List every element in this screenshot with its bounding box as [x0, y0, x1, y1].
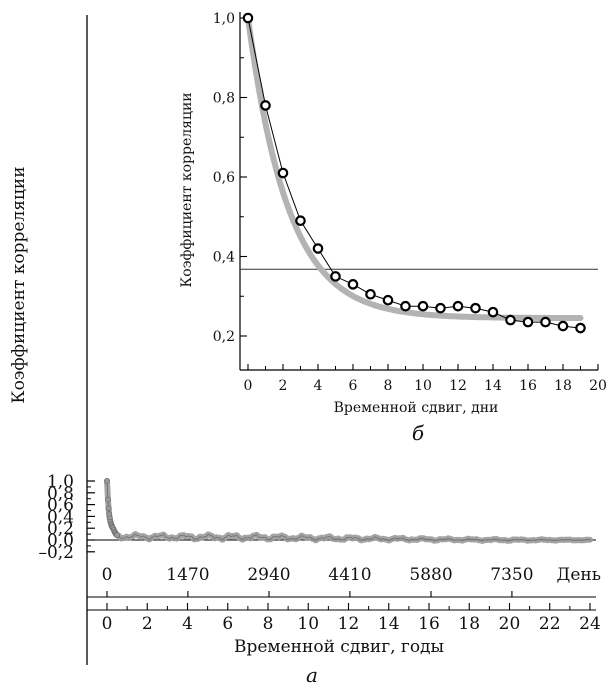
data-point: [114, 532, 120, 539]
x-tick-label: 14: [378, 614, 400, 634]
data-point: [470, 302, 481, 314]
data-point: [487, 306, 499, 318]
data-point: [242, 12, 254, 24]
inset-y-tick-label: 1,0: [213, 11, 235, 27]
x-tick-label: 16: [418, 614, 440, 634]
x-tick-label: 18: [458, 614, 480, 634]
data-point: [295, 215, 306, 227]
x-tick-label: 24: [579, 614, 601, 634]
y-tick-label: 0,4: [47, 507, 74, 527]
inset-x-tick-label: 6: [349, 378, 358, 394]
x-axis-title: Временной сдвиг, годы: [234, 637, 444, 657]
inset-x-tick-label: 8: [384, 378, 393, 394]
y-axis-title: Коэффициент корреляции: [9, 166, 29, 403]
panel-label-a: а: [306, 663, 318, 687]
inset-y-tick-label: 0,4: [213, 250, 235, 266]
data-point: [382, 294, 394, 306]
inset-x-tick-label: 2: [279, 378, 288, 394]
data-point: [505, 314, 516, 326]
inset-x-tick-label: 0: [244, 378, 253, 394]
data-point: [104, 478, 110, 484]
data-point: [540, 316, 551, 328]
inset-x-tick-label: 16: [519, 378, 537, 394]
data-point: [365, 288, 376, 300]
y-tick-label: 1,0: [47, 472, 74, 492]
x-tick-label: 0: [102, 614, 113, 634]
series-band-edge: [106, 480, 590, 542]
data-point: [452, 300, 464, 312]
x-tick-label: 20: [499, 614, 521, 634]
days-tick-label: 4410: [328, 565, 371, 585]
x-tick-label: 6: [222, 614, 233, 634]
data-point: [522, 316, 534, 328]
data-point: [260, 100, 271, 111]
data-point: [575, 322, 586, 334]
days-tick-label: 1470: [166, 565, 209, 585]
days-tick-label: 5880: [409, 565, 452, 585]
x-tick-label: 8: [263, 614, 274, 634]
inset-x-tick-label: 14: [484, 378, 502, 394]
y-tick-label: 0,8: [47, 484, 74, 504]
inset-x-tick-label: 4: [314, 378, 323, 394]
inset-y-tick-label: 0,8: [213, 91, 235, 107]
y-tick-label: –0,2: [38, 543, 74, 563]
days-tick-label: 0: [102, 565, 113, 585]
days-tick-label: 7350: [490, 565, 533, 585]
inset-background: [236, 8, 608, 380]
y-tick-label: 0,0: [47, 531, 74, 551]
inset-y-tick-label: 0,6: [213, 170, 235, 186]
x-tick-label: 4: [182, 614, 193, 634]
data-point: [417, 300, 429, 312]
data-point: [105, 496, 111, 503]
y-tick-label: 0,6: [47, 496, 74, 516]
panel-label-b: б: [412, 421, 425, 445]
inset-x-axis-title: Временной сдвиг, дни: [334, 400, 499, 416]
days-tick-label: 2940: [247, 565, 290, 585]
days-unit-label: День: [557, 565, 601, 585]
inset-y-axis-title: Коэффициент корреляции: [179, 92, 195, 287]
data-point: [400, 300, 411, 312]
inset-y-tick-label: 0,2: [213, 329, 235, 345]
x-tick-label: 12: [338, 614, 360, 634]
inset-x-tick-label: 18: [554, 378, 572, 394]
series-band: [104, 478, 593, 544]
x-tick-label: 22: [539, 614, 561, 634]
inset-chart: 0,2 0,4 0,6 0,8 1,0 Коэффициент корреляции 0 2 4…: [179, 8, 608, 445]
inset-x-tick-label: 10: [414, 378, 432, 394]
inset-x-tick-label: 12: [449, 378, 467, 394]
data-point: [557, 320, 569, 332]
x-tick-label: 10: [297, 614, 319, 634]
x-tick-label: 2: [142, 614, 153, 634]
y-tick-label: 0,2: [47, 519, 74, 539]
data-point: [105, 505, 112, 512]
data-point: [277, 167, 289, 179]
data-point: [330, 271, 341, 282]
data-point: [312, 243, 324, 254]
data-point: [435, 302, 446, 314]
data-point: [347, 279, 359, 290]
inset-x-tick-label: 20: [589, 378, 607, 394]
